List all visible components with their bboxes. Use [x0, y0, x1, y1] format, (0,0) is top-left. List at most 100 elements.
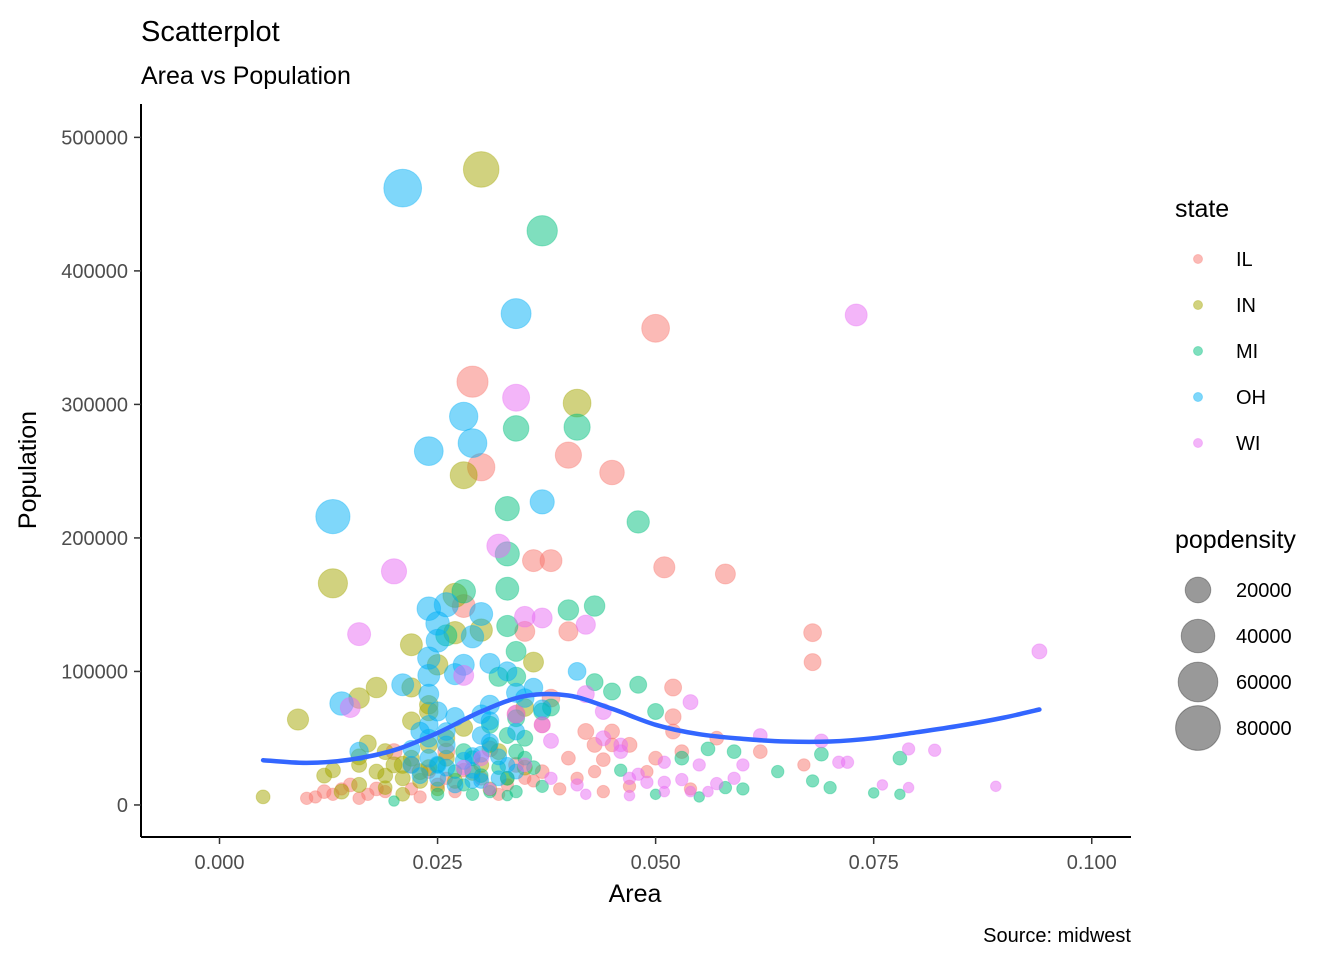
data-point-mi — [647, 703, 665, 720]
legend-label-oh: OH — [1236, 387, 1266, 409]
data-point-il — [653, 556, 676, 579]
data-point-wi — [347, 622, 372, 647]
data-point-oh — [383, 168, 423, 208]
y-tick-label: 500000 — [61, 127, 128, 149]
data-point-wi — [684, 785, 697, 798]
data-point-il — [456, 365, 489, 398]
data-point-oh — [315, 498, 351, 535]
legend-size-key — [1177, 661, 1219, 703]
y-axis-title: Population — [14, 411, 42, 529]
data-point-oh — [529, 489, 555, 515]
data-point-mi — [892, 750, 908, 766]
data-point-mi — [583, 595, 606, 617]
data-point-wi — [533, 716, 551, 734]
data-point-oh — [457, 428, 488, 459]
data-point-mi — [674, 750, 690, 766]
legend-popdensity-title: popdensity — [1175, 526, 1296, 554]
data-point-wi — [1031, 643, 1048, 660]
data-point-wi — [473, 750, 490, 767]
legend-key-il — [1193, 254, 1203, 264]
legend-size-label: 80000 — [1236, 718, 1292, 740]
data-point-mi — [563, 413, 591, 441]
y-tick-label: 400000 — [61, 261, 128, 283]
legend-label-in: IN — [1236, 295, 1256, 317]
data-point-wi — [727, 771, 741, 785]
x-tick-label: 0.050 — [631, 852, 681, 874]
data-point-oh — [391, 673, 415, 697]
legend-label-wi: WI — [1236, 433, 1260, 455]
data-point-oh — [460, 625, 485, 649]
data-point-il — [308, 790, 323, 804]
data-point-wi — [623, 789, 636, 802]
x-tick-label: 0.000 — [194, 852, 244, 874]
legend-size-label: 40000 — [1236, 626, 1292, 648]
data-point-il — [361, 787, 375, 801]
data-point-mi — [535, 779, 549, 793]
data-point-wi — [990, 780, 1002, 793]
data-point-wi — [682, 694, 699, 711]
data-point-mi — [771, 764, 785, 779]
data-point-wi — [657, 755, 671, 769]
data-point-mi — [614, 763, 628, 777]
data-point-wi — [502, 383, 531, 412]
data-point-in — [385, 756, 403, 774]
data-point-in — [394, 770, 411, 787]
data-point-mi — [430, 787, 445, 801]
chart-subtitle: Area vs Population — [141, 62, 351, 90]
legend-size-label: 20000 — [1236, 580, 1292, 602]
x-axis-title: Area — [609, 880, 662, 908]
legend-size-key — [1180, 618, 1216, 654]
data-point-oh — [413, 436, 444, 467]
legend-label-il: IL — [1236, 249, 1253, 271]
data-point-il — [553, 782, 567, 796]
data-point-wi — [517, 757, 533, 773]
data-point-wi — [455, 759, 472, 776]
data-point-mi — [388, 795, 400, 807]
data-point-in — [368, 763, 385, 780]
data-point-wi — [710, 776, 724, 791]
data-point-wi — [631, 767, 645, 781]
data-point-in — [523, 651, 544, 673]
data-point-wi — [506, 704, 526, 724]
data-point-mi — [814, 746, 829, 762]
data-point-in — [462, 151, 500, 188]
legend-popdensity: 20000 40000 60000 80000 — [1175, 576, 1292, 751]
data-point-mi — [502, 415, 530, 442]
data-point-in — [399, 633, 423, 657]
data-point-wi — [483, 782, 497, 796]
data-point-wi — [380, 558, 408, 585]
data-point-mi — [693, 791, 706, 803]
data-point-in — [324, 762, 341, 779]
data-point-oh — [418, 683, 440, 705]
x-tick-label: 0.100 — [1067, 852, 1117, 874]
legend-size-key — [1175, 705, 1221, 751]
data-point-il — [413, 790, 427, 804]
x-tick-label: 0.075 — [849, 852, 899, 874]
data-point-wi — [840, 755, 855, 769]
data-point-oh — [429, 769, 447, 787]
y-tick-label: 0 — [117, 795, 128, 817]
legend-key-oh — [1193, 392, 1203, 402]
data-point-mi — [603, 682, 621, 701]
data-point-mi — [465, 787, 480, 801]
data-point-in — [286, 708, 310, 731]
data-point-wi — [613, 744, 629, 759]
data-point-mi — [823, 780, 837, 795]
data-point-in — [333, 783, 350, 800]
data-point-oh — [532, 699, 552, 719]
data-point-mi — [867, 787, 880, 799]
y-tick-label: 100000 — [61, 661, 128, 683]
data-point-il — [577, 723, 595, 740]
data-point-mi — [894, 788, 906, 801]
data-point-il — [599, 459, 625, 486]
data-point-in — [317, 568, 348, 599]
chart-title: Scatterplot — [141, 16, 280, 48]
data-point-oh — [473, 772, 490, 789]
points-layer — [255, 151, 1048, 807]
y-axis-ticks: 0 100000 200000 300000 400000 500000 — [61, 127, 141, 817]
data-point-il — [641, 313, 670, 343]
data-point-il — [803, 623, 822, 643]
data-point-mi — [494, 496, 520, 522]
data-point-oh — [427, 701, 448, 722]
data-point-il — [664, 708, 682, 726]
